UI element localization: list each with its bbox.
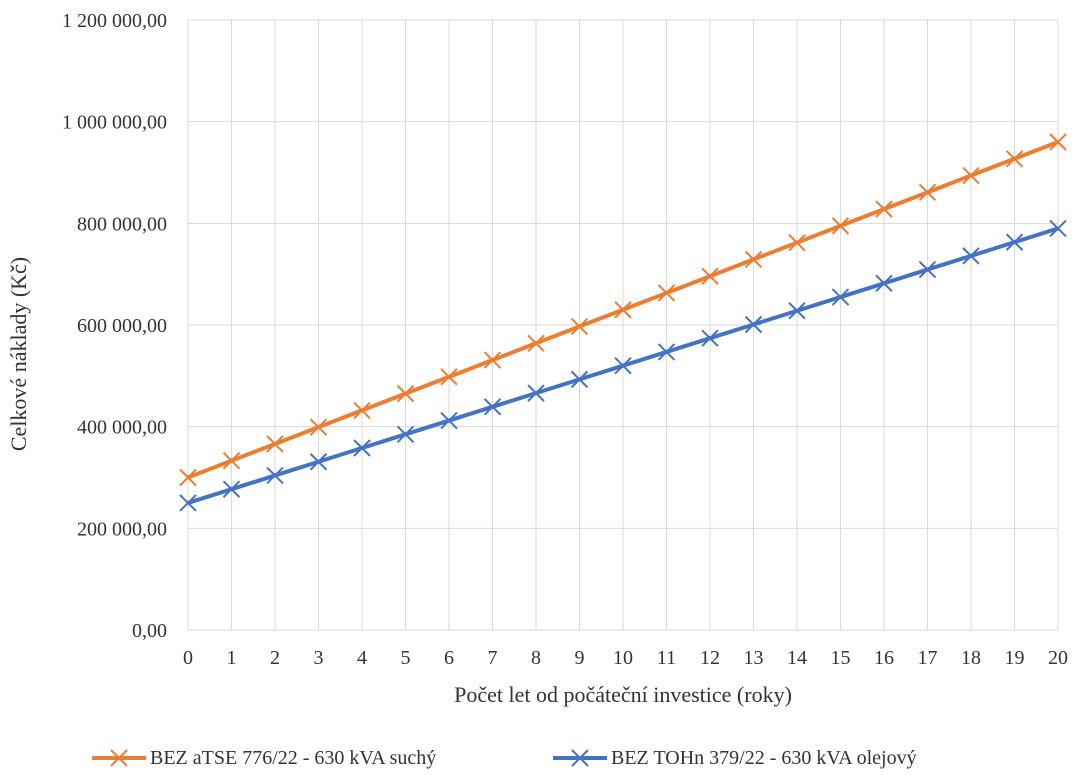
y-axis-tick-labels: 0,00 200 000,00 400 000,00 600 000,00 800 00… xyxy=(62,10,167,642)
y-tick-label: 0,00 xyxy=(132,620,167,642)
data-point-marker xyxy=(353,401,371,420)
legend-item: BEZ TOHn 379/22 - 630 kVA olejový xyxy=(553,747,917,769)
gridlines xyxy=(187,19,1059,631)
legend-label: BEZ TOHn 379/22 - 630 kVA olejový xyxy=(611,747,917,769)
y-tick-label: 600 000,00 xyxy=(77,315,167,337)
data-point-marker xyxy=(570,317,589,336)
data-point-marker xyxy=(657,284,676,302)
data-point-marker xyxy=(701,329,719,347)
y-tick-label: 1 200 000,00 xyxy=(62,10,167,32)
legend-marker xyxy=(110,749,128,767)
data-point-marker xyxy=(396,425,415,443)
data-point-marker xyxy=(831,288,850,306)
data-point-marker xyxy=(962,166,980,185)
data-point-marker xyxy=(962,247,980,265)
data-point-marker xyxy=(744,315,763,334)
x-tick-label: 1 xyxy=(227,647,237,669)
data-point-marker xyxy=(440,368,458,386)
x-axis-tick-labels: 0 1 2 3 4 5 6 7 8 9 10 11 12 13 14 15 16 17 18 19 20 xyxy=(183,647,1068,669)
data-point-marker xyxy=(657,343,676,361)
data-point-marker xyxy=(309,453,328,471)
data-point-marker xyxy=(875,200,893,218)
data-point-marker xyxy=(744,250,763,269)
data-point-marker xyxy=(309,418,328,436)
data-point-marker xyxy=(831,217,850,235)
data-point-marker xyxy=(527,384,545,402)
y-tick-label: 1 000 000,00 xyxy=(62,112,167,134)
data-point-marker xyxy=(614,356,632,375)
data-point-marker xyxy=(918,260,937,279)
y-tick-label: 800 000,00 xyxy=(77,213,167,235)
x-tick-label: 14 xyxy=(787,647,807,669)
x-tick-label: 17 xyxy=(918,647,938,669)
series-2 xyxy=(179,219,1067,512)
data-point-marker xyxy=(353,439,371,457)
y-tick-label: 200 000,00 xyxy=(77,518,167,540)
data-point-marker xyxy=(614,301,632,319)
data-point-marker xyxy=(701,267,719,285)
data-point-marker xyxy=(266,435,284,453)
data-point-marker xyxy=(1049,219,1067,238)
data-point-marker xyxy=(222,480,241,498)
series-1 xyxy=(179,133,1067,487)
x-tick-label: 16 xyxy=(874,647,894,669)
data-point-marker xyxy=(440,411,458,430)
data-point-marker xyxy=(1005,233,1024,251)
x-tick-label: 4 xyxy=(357,647,367,669)
x-tick-label: 12 xyxy=(700,647,720,669)
x-tick-label: 11 xyxy=(657,647,676,669)
legend-label: BEZ aTSE 776/22 - 630 kVA suchý xyxy=(150,747,436,769)
legend-marker xyxy=(571,749,589,767)
data-point-marker xyxy=(788,302,806,320)
data-point-marker xyxy=(875,274,893,293)
x-tick-label: 5 xyxy=(401,647,411,669)
y-axis-title: Celkové náklady (Kč) xyxy=(6,257,31,451)
x-tick-label: 3 xyxy=(314,647,324,669)
x-axis-title: Počet let od počáteční investice (roky) xyxy=(454,682,792,707)
x-tick-label: 10 xyxy=(613,647,633,669)
data-point-marker xyxy=(1005,150,1024,168)
x-tick-label: 2 xyxy=(270,647,280,669)
data-point-marker xyxy=(179,468,197,487)
x-tick-label: 13 xyxy=(744,647,764,669)
data-point-marker xyxy=(483,398,502,416)
data-point-marker xyxy=(179,494,197,512)
x-tick-label: 0 xyxy=(183,647,193,669)
data-point-marker xyxy=(918,183,937,202)
data-point-marker xyxy=(788,233,806,252)
x-tick-label: 18 xyxy=(961,647,981,669)
x-tick-label: 6 xyxy=(444,647,454,669)
x-tick-label: 19 xyxy=(1005,647,1025,669)
data-point-marker xyxy=(1049,133,1067,151)
x-tick-label: 7 xyxy=(488,647,498,669)
x-tick-label: 8 xyxy=(531,647,541,669)
data-point-marker xyxy=(483,351,502,369)
data-point-marker xyxy=(222,452,241,470)
data-point-marker xyxy=(266,466,284,485)
series-layer xyxy=(179,133,1067,512)
y-tick-label: 400 000,00 xyxy=(77,417,167,439)
x-tick-label: 20 xyxy=(1048,647,1068,669)
x-tick-label: 15 xyxy=(831,647,851,669)
data-point-marker xyxy=(527,334,545,353)
data-point-marker xyxy=(396,384,415,403)
data-point-marker xyxy=(570,370,589,389)
legend-item: BEZ aTSE 776/22 - 630 kVA suchý xyxy=(92,747,436,769)
legend: BEZ aTSE 776/22 - 630 kVA suchý BEZ TOHn … xyxy=(92,747,917,769)
x-tick-label: 9 xyxy=(575,647,585,669)
